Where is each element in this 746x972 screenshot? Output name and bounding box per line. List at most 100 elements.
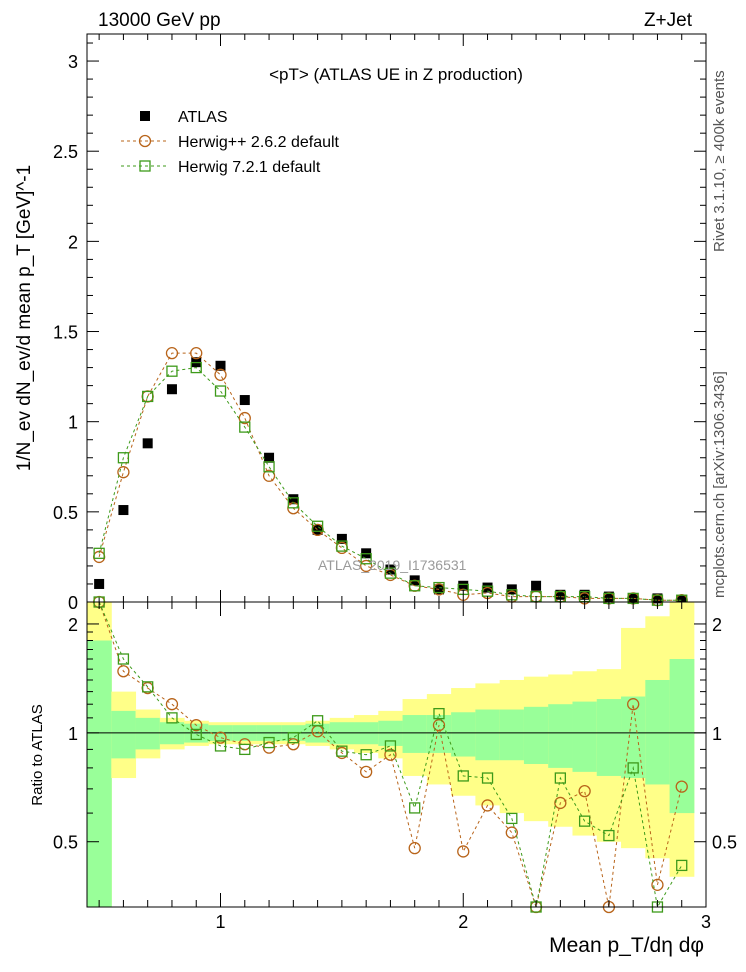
ratio-series-point-0 [651,878,664,891]
main-series-point-2 [93,547,105,559]
ratio-ytick-label: 1 [68,724,78,744]
main-series-point-0 [142,438,153,449]
ratio-ylabel: Ratio to ATLAS [29,704,46,805]
ratio-series-point-1 [360,749,372,761]
ratio-band-inner [548,704,573,768]
legend-marker [138,134,152,148]
side-text-top: Rivet 3.1.10, ≥ 400k events [711,70,728,252]
ratio-series-line-0 [98,601,683,909]
legend: ATLAS Herwig++ 2.6.2 default Herwig 7.2.1 … [121,109,340,176]
main-series-point-2 [384,567,397,579]
ratio-series-point-0 [408,841,421,855]
ratio-series-point-1 [481,772,494,784]
side-text-bottom: mcplots.cern.ch [arXiv:1306.3436] [711,371,728,598]
legend-marker [140,111,150,121]
main-plot: 0 0.5 1 1.5 2 2.5 3 <pT> (ATLAS UE in Z produc… [14,33,707,613]
main-series-point-2 [142,390,154,403]
ratio-series-point-1 [627,762,639,774]
ratio-series-point-1 [214,740,227,752]
main-series-point-1 [214,368,227,381]
main-series-point-0 [166,384,177,395]
main-title: <pT> (ATLAS UE in Z production) [269,65,523,84]
main-ytick-label: 0.5 [53,503,78,523]
main-ytick-label: 1 [68,413,78,433]
ratio-series-point-1 [676,859,688,872]
main-ytick-label: 2 [68,232,78,252]
ratio-ytick-label: 0.5 [53,833,78,853]
ratio-series-point-0 [165,698,179,711]
main-series-point-1 [165,347,179,360]
main-series-point-2 [360,553,372,565]
main-series-point-0 [458,580,469,591]
ratio-series-point-0 [214,731,227,744]
main-series-point-2 [239,421,251,433]
ratio-series-point-0 [627,698,640,711]
ratio-series-point-0 [675,780,688,793]
main-ylabel: 1/N_ev dN_ev/d mean p_T [GeV]^-1 [14,165,35,471]
ratio-xtick-label: 3 [701,912,711,932]
ratio-series-point-0 [287,738,300,751]
ratio-ytick-label-right: 1 [712,724,722,744]
main-series-point-2 [311,520,324,532]
ratio-band-inner [87,640,112,907]
main-series-point-0 [94,578,105,589]
ratio-series-point-1 [433,707,445,720]
ratio-band-inner [475,709,501,761]
main-series-point-2 [190,361,202,374]
ratio-series-point-0 [554,796,567,810]
main-series-point-2 [336,540,348,552]
main-series-point-1 [190,347,203,360]
main-ytick-label: 2.5 [53,142,78,162]
ratio-xtick-label: 2 [458,912,468,932]
ratio-series-point-1 [190,728,202,741]
main-series-point-2 [263,461,275,473]
ratio-series-point-1 [311,715,324,727]
ratio-band-inner [402,715,428,753]
ratio-series-point-0 [432,719,446,732]
main-ytick-label: 3 [68,52,78,72]
x-axis-label: Mean p_T/dη dφ [549,934,704,957]
ratio-band-inner [669,659,695,814]
main-series-point-2 [214,385,227,397]
header-left: 13000 GeV pp [98,10,221,31]
ratio-series-point-1 [142,681,154,693]
watermark: ATLAS_2019_I1736531 [318,557,467,573]
main-series-point-1 [117,466,130,479]
ratio-band-inner [451,712,476,757]
ratio-series-point-0 [457,845,470,858]
main-series-line-1 [98,352,682,601]
ratio-ytick-label: 2 [68,615,78,635]
ratio-series-point-1 [384,740,397,752]
ratio-series-point-0 [578,784,591,798]
main-series-point-0 [555,589,566,600]
main-series-point-2 [287,497,299,509]
ratio-band-inner [523,706,549,765]
ratio-series-point-1 [336,745,348,757]
ratio-band-inner [378,720,404,746]
header-right: Z+Jet [644,10,693,31]
ratio-series-point-1 [506,812,518,825]
main-series-point-0 [312,524,323,535]
ratio-plot-frame [86,601,707,908]
ratio-series-point-1 [287,731,299,744]
main-series-point-0 [118,505,129,516]
ratio-band-inner [499,709,525,761]
main-series-point-0 [336,533,347,544]
main-series-point-0 [531,580,542,591]
ratio-series-point-0 [360,765,373,779]
main-series-point-0 [288,494,299,505]
ratio-series-point-1 [554,772,567,784]
ratio-band-inner [596,699,622,776]
ratio-series-point-1 [263,736,275,749]
ratio-series-point-0 [190,719,203,732]
ratio-series-line-1 [98,601,683,909]
ratio-series-point-0 [384,748,397,761]
ratio-series-point-1 [117,653,130,665]
ratio-xtick-label: 1 [216,912,226,932]
main-ytick-label: 1.5 [53,323,78,343]
ratio-series-point-1 [239,743,251,756]
main-series-point-2 [117,452,130,464]
ratio-band-inner [645,679,671,785]
main-ylabel-text: 1/N_ev dN_ev/d mean p_T [GeV]^-1 [14,165,35,471]
main-series-point-0 [264,452,275,463]
